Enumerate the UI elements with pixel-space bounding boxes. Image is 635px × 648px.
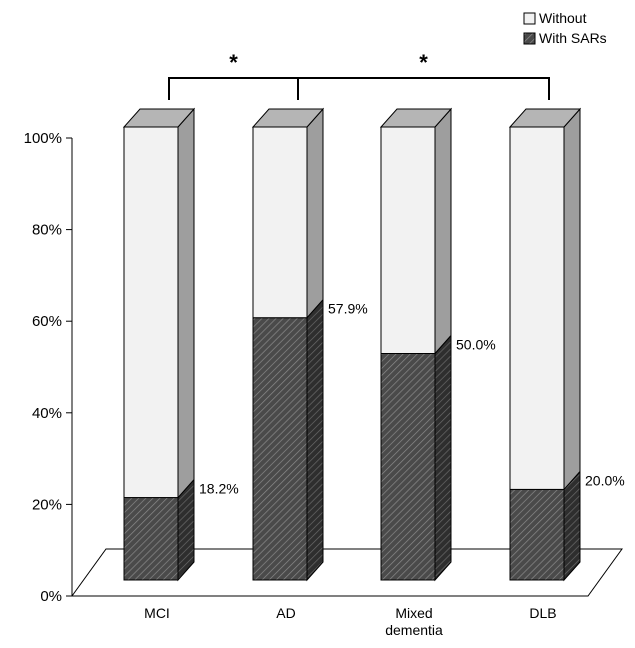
y-tick-label: 20% bbox=[32, 496, 62, 513]
bar-with-sars bbox=[380, 353, 436, 581]
chart-floor bbox=[71, 548, 623, 597]
legend-swatch bbox=[523, 32, 536, 45]
x-category-label: DLB bbox=[529, 605, 556, 621]
y-tick-label: 80% bbox=[32, 222, 62, 239]
x-category-label: MCI bbox=[144, 605, 170, 621]
bar-side-without bbox=[177, 107, 195, 499]
bar-side-without bbox=[563, 107, 581, 491]
significance-star: * bbox=[229, 50, 238, 75]
bar-without bbox=[123, 126, 179, 499]
legend-swatch bbox=[523, 12, 536, 25]
y-tick-label: 0% bbox=[40, 588, 62, 605]
y-tick-label: 60% bbox=[32, 313, 62, 330]
data-label: 57.9% bbox=[328, 301, 368, 317]
bar-side-with-sars bbox=[434, 334, 452, 582]
bar-side-with-sars bbox=[563, 470, 581, 582]
bar-side-with-sars bbox=[306, 298, 324, 582]
bar-top-face bbox=[379, 108, 453, 128]
x-category-label: Mixed bbox=[395, 605, 432, 621]
bar-top-face bbox=[251, 108, 325, 128]
data-label: 20.0% bbox=[585, 472, 625, 488]
y-tick-label: 40% bbox=[32, 405, 62, 422]
bar-side-without bbox=[306, 107, 324, 320]
legend-label: With SARs bbox=[539, 30, 607, 46]
bar-side-without bbox=[434, 107, 452, 355]
bar-without bbox=[380, 126, 436, 354]
bar-top-face bbox=[122, 108, 196, 128]
bar-without bbox=[252, 126, 308, 319]
y-tick-label: 100% bbox=[24, 130, 62, 147]
data-label: 18.2% bbox=[199, 481, 239, 497]
x-category-label: dementia bbox=[385, 622, 443, 638]
bar-without bbox=[509, 126, 565, 490]
x-category-label: AD bbox=[276, 605, 295, 621]
bar-top-face bbox=[508, 108, 582, 128]
data-label: 50.0% bbox=[456, 337, 496, 353]
significance-bracket bbox=[297, 77, 550, 100]
significance-star: * bbox=[419, 50, 428, 75]
significance-bracket bbox=[168, 77, 299, 100]
legend-label: Without bbox=[539, 10, 587, 26]
bar-with-sars bbox=[252, 317, 308, 581]
bar-with-sars bbox=[509, 488, 565, 581]
bar-with-sars bbox=[123, 497, 179, 581]
